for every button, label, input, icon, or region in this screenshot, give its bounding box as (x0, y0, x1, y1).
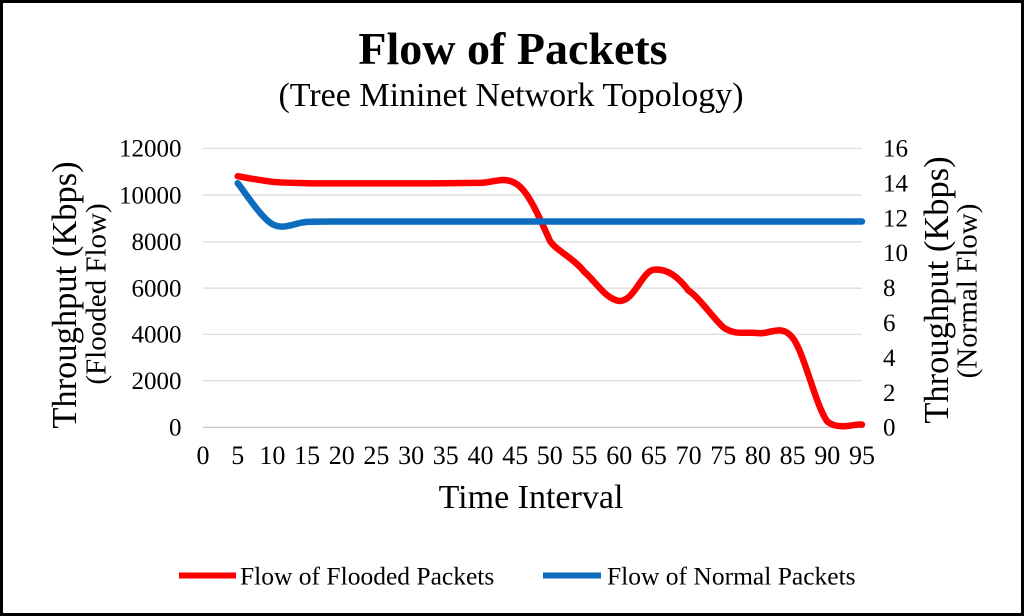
svg-text:60: 60 (606, 441, 632, 470)
svg-text:2000: 2000 (132, 368, 182, 395)
svg-text:8000: 8000 (132, 229, 182, 256)
svg-text:50: 50 (537, 441, 563, 470)
svg-text:40: 40 (468, 441, 494, 470)
svg-text:12: 12 (883, 205, 908, 232)
svg-text:(Normal Flow): (Normal Flow) (952, 204, 984, 379)
svg-text:55: 55 (572, 441, 598, 470)
svg-text:4000: 4000 (132, 322, 182, 349)
svg-text:6: 6 (883, 310, 896, 337)
svg-text:90: 90 (814, 441, 840, 470)
svg-text:5: 5 (231, 441, 244, 470)
svg-text:12000: 12000 (119, 136, 182, 163)
svg-text:85: 85 (780, 441, 806, 470)
svg-text:Flow of Packets: Flow of Packets (358, 23, 667, 74)
svg-text:10: 10 (883, 240, 908, 267)
svg-text:Time Interval: Time Interval (439, 479, 624, 516)
svg-text:8: 8 (883, 275, 896, 302)
svg-text:Throughput (Kbps): Throughput (Kbps) (46, 161, 84, 428)
svg-text:6000: 6000 (132, 275, 182, 302)
svg-text:45: 45 (502, 441, 528, 470)
svg-text:4: 4 (883, 345, 896, 372)
svg-text:75: 75 (710, 441, 736, 470)
svg-text:20: 20 (329, 441, 355, 470)
svg-text:0: 0 (883, 415, 896, 442)
svg-text:35: 35 (433, 441, 459, 470)
svg-text:70: 70 (676, 441, 702, 470)
svg-text:Flow of Normal Packets: Flow of Normal Packets (607, 562, 856, 591)
svg-text:15: 15 (294, 441, 320, 470)
svg-text:(Flooded Flow): (Flooded Flow) (81, 203, 113, 384)
svg-text:Throughput (Kbps): Throughput (Kbps) (918, 156, 956, 423)
svg-text:0: 0 (169, 415, 182, 442)
svg-text:65: 65 (641, 441, 667, 470)
svg-text:(Tree Mininet Network Topology: (Tree Mininet Network Topology) (278, 77, 743, 114)
svg-text:25: 25 (363, 441, 389, 470)
svg-text:10: 10 (259, 441, 285, 470)
svg-text:2: 2 (883, 380, 896, 407)
svg-text:0: 0 (197, 441, 210, 470)
svg-text:Flow of Flooded Packets: Flow of Flooded Packets (240, 562, 494, 591)
svg-text:95: 95 (849, 441, 875, 470)
svg-text:10000: 10000 (119, 182, 182, 209)
svg-text:16: 16 (883, 136, 908, 163)
svg-text:30: 30 (398, 441, 424, 470)
svg-text:80: 80 (745, 441, 771, 470)
svg-text:14: 14 (883, 171, 909, 198)
